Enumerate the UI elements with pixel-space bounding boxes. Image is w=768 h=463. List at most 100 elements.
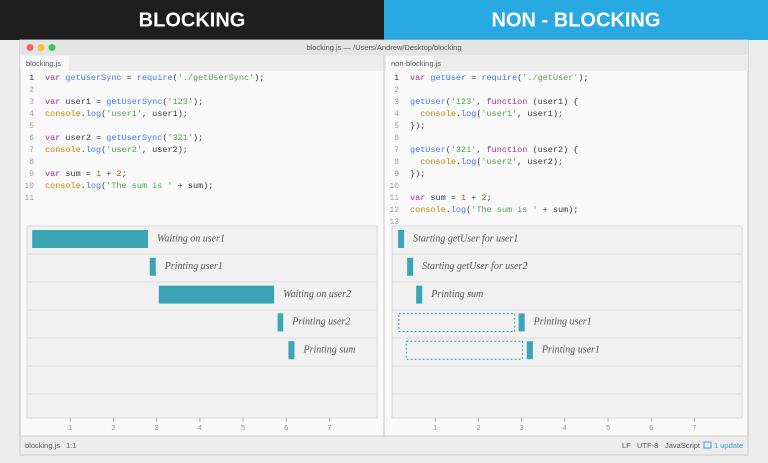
timeline-bar — [407, 257, 414, 276]
line-number: 10 — [24, 182, 34, 191]
code-line: getUser('123', function (user1) { — [410, 97, 578, 107]
tick-label: 1 — [68, 423, 72, 432]
timeline-bar — [526, 341, 533, 360]
code-line: console.log('user1', user1); — [45, 109, 188, 119]
code-line: getUser('321', function (user2) { — [410, 145, 578, 155]
code-line: var sum = 1 + 2; — [45, 169, 127, 179]
line-number: 7 — [394, 146, 399, 155]
line-number: 3 — [29, 98, 34, 107]
line-number: 3 — [394, 98, 399, 107]
bar-label: Printing sum — [430, 289, 483, 300]
code-line: console.log('user2', user2); — [45, 145, 188, 155]
banner-left-text: BLOCKING — [139, 9, 246, 31]
update-icon — [703, 441, 712, 449]
code-line: }); — [410, 121, 425, 131]
line-number: 9 — [29, 170, 34, 179]
code-line: var getUser = require('./getUser'); — [410, 73, 589, 83]
bar-label: Waiting on user1 — [157, 233, 225, 244]
line-number: 2 — [394, 86, 399, 95]
bar-label: Printing sum — [302, 344, 355, 355]
tick-label: 5 — [606, 423, 610, 432]
tick-label: 3 — [520, 423, 524, 432]
bar-label: Starting getUser for user1 — [413, 233, 518, 244]
timeline-bar — [518, 313, 525, 332]
line-number: 4 — [29, 110, 34, 119]
tab-title[interactable]: non-blocking.js — [391, 59, 441, 68]
minimize-button[interactable] — [37, 44, 45, 51]
code-line: var sum = 1 + 2; — [410, 193, 492, 203]
line-number: 5 — [394, 122, 399, 131]
tab[interactable] — [21, 56, 69, 71]
tick-label: 1 — [433, 423, 437, 432]
tick-label: 7 — [692, 423, 696, 432]
tick-label: 3 — [155, 423, 159, 432]
close-button[interactable] — [26, 44, 34, 51]
timeline-bar — [288, 341, 295, 360]
line-number: 11 — [389, 194, 399, 203]
status-file[interactable]: blocking.js — [25, 441, 60, 450]
tick-label: 2 — [476, 423, 480, 432]
timeline-bar — [277, 313, 284, 332]
timeline-bar — [158, 285, 275, 304]
status-position[interactable]: 1:1 — [66, 441, 76, 450]
line-number: 9 — [394, 170, 399, 179]
code-line: console.log('user1', user1); — [410, 109, 563, 119]
tick-label: 7 — [327, 423, 331, 432]
line-number: 10 — [389, 182, 399, 191]
line-number: 11 — [24, 194, 34, 203]
line-number: 8 — [394, 158, 399, 167]
timeline-bar — [416, 285, 423, 304]
tick-label: 6 — [284, 423, 288, 432]
line-number: 13 — [389, 218, 399, 227]
line-number: 1 — [394, 74, 399, 83]
timeline-bar — [398, 230, 405, 248]
banner-right-text: NON - BLOCKING — [492, 9, 661, 31]
line-number: 6 — [394, 134, 399, 143]
status-bar — [19, 435, 749, 456]
status-grammar[interactable]: JavaScript — [665, 441, 701, 450]
bar-label: Printing user1 — [164, 261, 223, 272]
wait-bar — [405, 340, 523, 360]
line-number: 6 — [29, 134, 34, 143]
tick-label: 5 — [241, 423, 245, 432]
code-line: console.log('user2', user2); — [410, 157, 563, 167]
code-line: var user2 = getUserSync('321'); — [45, 133, 203, 143]
bar-label: Waiting on user2 — [283, 289, 351, 300]
tick-label: 6 — [649, 423, 653, 432]
tick-label: 2 — [111, 423, 115, 432]
code-line: }); — [410, 169, 425, 179]
code-line: var user1 = getUserSync('123'); — [45, 97, 203, 107]
line-number: 1 — [29, 74, 34, 83]
code-line: var getUserSync = require('./getUserSync… — [45, 73, 264, 83]
tab[interactable] — [386, 56, 434, 71]
window-title: blocking.js — /Users/Andrew/Desktop/bloc… — [306, 43, 461, 52]
status-eol[interactable]: LF — [622, 441, 631, 450]
timeline-area — [26, 225, 378, 419]
tick-label: 4 — [563, 423, 567, 432]
code-line: console.log('The sum is ' + sum); — [410, 205, 578, 215]
line-number: 4 — [394, 110, 399, 119]
timeline-bar — [149, 257, 156, 276]
wait-bar — [398, 312, 516, 332]
zoom-button[interactable] — [48, 44, 56, 51]
bar-label: Printing user1 — [541, 344, 600, 355]
line-number: 5 — [29, 122, 34, 131]
tick-label: 4 — [198, 423, 202, 432]
banner-left — [0, 0, 384, 40]
bar-label: Printing user2 — [291, 317, 350, 328]
banner-right — [384, 0, 768, 40]
timeline-area — [391, 225, 743, 419]
line-number: 12 — [389, 206, 399, 215]
bar-label: Starting getUser for user2 — [422, 261, 527, 272]
code-line: console.log('The sum is ' + sum); — [45, 181, 213, 191]
line-number: 2 — [29, 86, 34, 95]
title-bar — [20, 40, 748, 55]
tab-title[interactable]: blocking.js — [26, 59, 61, 68]
status-encoding[interactable]: UTF-8 — [637, 441, 658, 450]
line-number: 7 — [29, 146, 34, 155]
timeline-bar — [32, 230, 148, 248]
bar-label: Printing user1 — [533, 317, 592, 328]
line-number: 8 — [29, 158, 34, 167]
status-update[interactable]: 1 update — [714, 441, 743, 450]
